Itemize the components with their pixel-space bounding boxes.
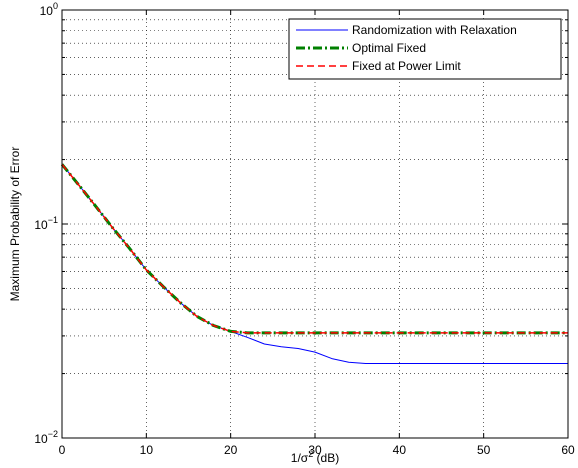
y-tick-label: 10−1 — [34, 215, 58, 232]
ticks — [61, 10, 569, 439]
legend-label-randomization-with-relaxation: Randomization with Relaxation — [352, 23, 517, 37]
x-tick-label: 0 — [59, 443, 66, 457]
legend-label-optimal-fixed: Optimal Fixed — [352, 41, 426, 55]
y-tick-label-base: 10 — [40, 4, 54, 18]
y-axis-label: Maximum Probability of Error — [8, 147, 22, 302]
y-tick-label: 100 — [40, 1, 58, 18]
y-tick-label-base: 10 — [34, 218, 48, 232]
y-tick-label: 10−2 — [34, 429, 58, 446]
y-tick-label-exponent: 0 — [53, 1, 58, 11]
series-layer — [60, 163, 568, 364]
x-tick-label: 50 — [477, 443, 491, 457]
legend: Randomization with Relaxation Optimal Fi… — [288, 18, 562, 80]
x-tick-label: 60 — [561, 443, 575, 457]
x-axis-label-superscript: 2 — [308, 449, 313, 459]
y-tick-label-exponent: −2 — [48, 429, 58, 439]
x-tick-label: 30 — [308, 443, 322, 457]
x-axis-label-prefix: 1/σ — [291, 451, 309, 465]
x-tick-label: 10 — [140, 443, 154, 457]
legend-label-fixed-at-power-limit: Fixed at Power Limit — [352, 59, 461, 73]
x-axis-label-suffix: (dB) — [313, 451, 339, 465]
x-tick-label: 20 — [224, 443, 238, 457]
x-axis-label: 1/σ2 (dB) — [291, 449, 339, 465]
x-tick-label: 40 — [393, 443, 407, 457]
y-tick-label-base: 10 — [34, 432, 48, 446]
series-line-fixed-at-power-limit — [61, 163, 568, 334]
y-tick-label-exponent: −1 — [48, 215, 58, 225]
